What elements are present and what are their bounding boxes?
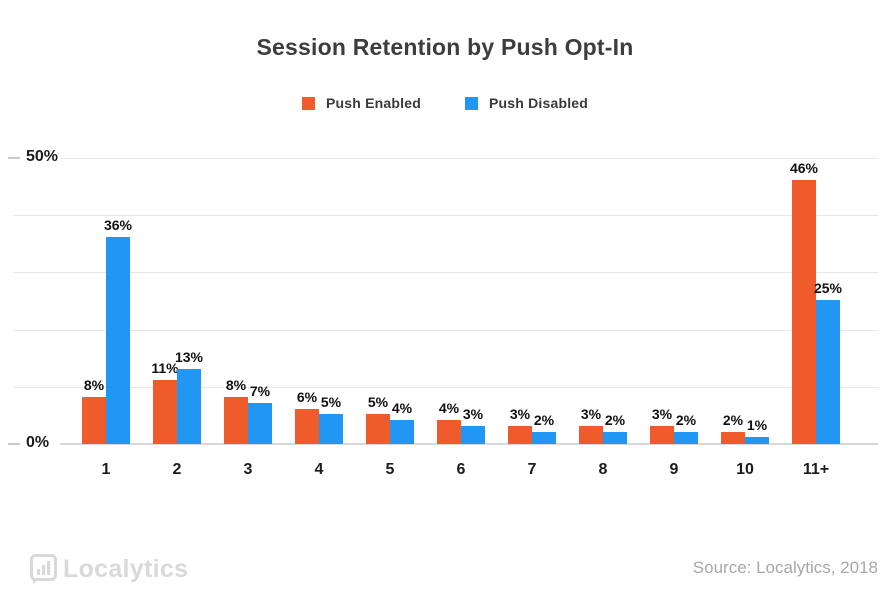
gridline-10 — [13, 386, 878, 388]
bar-value-push-enabled-7: 3% — [509, 405, 531, 422]
x-axis-label-5: 5 — [385, 461, 395, 478]
bar-push-enabled-9 — [650, 425, 674, 444]
y-axis-tick-50 — [8, 157, 20, 159]
bar-push-disabled-10 — [745, 437, 769, 444]
legend-swatch-push-disabled — [464, 96, 478, 110]
legend-item-push-disabled: Push Disabled — [464, 95, 589, 111]
legend: Push Enabled Push Disabled — [0, 95, 890, 111]
bar-push-enabled-3 — [224, 397, 248, 444]
x-axis-label-4: 4 — [314, 461, 324, 478]
bar-value-push-disabled-2: 13% — [174, 348, 204, 365]
x-axis-label-10: 10 — [736, 461, 754, 478]
x-axis-line — [60, 443, 878, 445]
bar-push-disabled-11+ — [816, 300, 840, 444]
x-axis-label-11+: 11+ — [802, 461, 830, 478]
bar-push-disabled-6 — [461, 425, 485, 444]
bar-value-push-disabled-3: 7% — [249, 382, 271, 399]
bar-push-enabled-11+ — [792, 179, 816, 444]
gridline-50 — [60, 158, 878, 159]
y-axis-label-50: 50% — [26, 148, 59, 165]
source-credit: Source: Localytics, 2018 — [692, 558, 878, 577]
legend-swatch-push-enabled — [301, 96, 315, 110]
bar-push-disabled-3 — [248, 402, 272, 444]
bar-value-push-disabled-6: 3% — [462, 405, 484, 422]
bar-value-push-enabled-11+: 46% — [789, 159, 819, 176]
bar-push-disabled-2 — [177, 368, 201, 444]
bar-value-push-disabled-9: 2% — [675, 411, 697, 428]
bar-push-enabled-4 — [295, 408, 319, 444]
bar-value-push-disabled-4: 5% — [320, 394, 342, 411]
bar-push-disabled-8 — [603, 431, 627, 444]
bar-value-push-enabled-5: 5% — [367, 394, 389, 411]
bar-push-disabled-7 — [532, 431, 556, 444]
bar-value-push-enabled-2: 11% — [151, 360, 179, 377]
bar-value-push-enabled-10: 2% — [722, 411, 744, 428]
bar-value-push-enabled-4: 6% — [296, 388, 318, 405]
localytics-logo-icon — [30, 554, 57, 584]
legend-item-push-enabled: Push Enabled — [301, 95, 421, 111]
localytics-logo-text: Localytics — [63, 554, 189, 583]
bar-value-push-disabled-11+: 25% — [813, 280, 843, 296]
bar-push-enabled-6 — [437, 420, 461, 444]
bar-push-enabled-10 — [721, 431, 745, 444]
bar-push-disabled-9 — [674, 431, 698, 444]
gridline-20 — [13, 329, 878, 331]
bar-value-push-enabled-8: 3% — [580, 405, 602, 422]
bar-value-push-enabled-6: 4% — [438, 400, 460, 417]
gridline-30 — [13, 272, 878, 274]
bar-value-push-disabled-1: 36% — [103, 217, 133, 234]
bar-push-disabled-1 — [106, 237, 130, 444]
x-axis-label-8: 8 — [598, 461, 608, 478]
bar-push-enabled-7 — [508, 425, 532, 444]
x-axis-label-7: 7 — [527, 461, 537, 478]
x-axis-label-3: 3 — [243, 461, 253, 478]
x-axis-label-9: 9 — [669, 461, 679, 478]
y-axis-label-0: 0% — [26, 434, 50, 451]
bar-push-enabled-8 — [579, 425, 603, 444]
bar-push-enabled-5 — [366, 414, 390, 444]
bar-value-push-enabled-3: 8% — [225, 377, 247, 394]
legend-label-push-disabled: Push Disabled — [488, 95, 589, 111]
bar-value-push-disabled-5: 4% — [391, 400, 413, 417]
chart-title: Session Retention by Push Opt-In — [256, 34, 634, 60]
bar-value-push-disabled-10: 1% — [746, 417, 768, 434]
x-axis-label-6: 6 — [456, 461, 466, 478]
bar-value-push-disabled-8: 2% — [604, 411, 626, 428]
bar-value-push-enabled-1: 8% — [83, 377, 105, 394]
bar-push-disabled-4 — [319, 414, 343, 444]
y-axis-tick-0 — [8, 443, 20, 445]
x-axis-label-1: 1 — [101, 461, 111, 478]
bar-value-push-enabled-9: 3% — [651, 405, 673, 422]
localytics-logo: Localytics — [30, 554, 188, 584]
bar-value-push-disabled-7: 2% — [533, 411, 555, 428]
bar-push-enabled-1 — [82, 397, 106, 444]
x-axis-label-2: 2 — [172, 461, 182, 478]
legend-label-push-enabled: Push Enabled — [325, 95, 421, 111]
gridline-40 — [13, 215, 878, 217]
bar-push-enabled-2 — [153, 380, 177, 444]
bar-push-disabled-5 — [390, 420, 414, 444]
